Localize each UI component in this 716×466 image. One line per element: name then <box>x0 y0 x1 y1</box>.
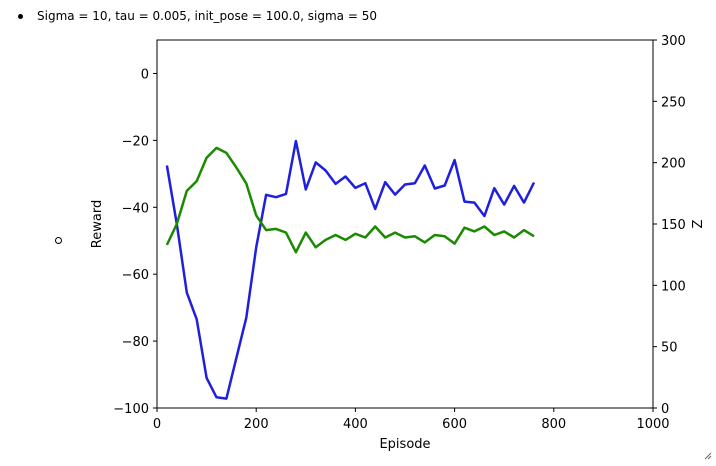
y2-tick-label: 250 <box>661 95 686 110</box>
y-tick-label: −40 <box>122 201 149 216</box>
series-line-1 <box>165 139 536 400</box>
y2-tick-label: 200 <box>661 157 686 172</box>
y2-tick-label: 300 <box>661 34 686 49</box>
circle-bullet-icon <box>55 237 62 244</box>
series-line-2 <box>165 146 535 254</box>
y-tick-label: −100 <box>113 402 149 417</box>
x-axis-label: Episode <box>379 437 430 452</box>
x-tick-label: 400 <box>343 417 368 432</box>
x-tick-label: 1000 <box>636 417 669 432</box>
x-tick-label: 800 <box>541 417 566 432</box>
y-axis-right: 0 50 100 150 200 250 300 <box>653 34 686 417</box>
x-tick-label: 0 <box>153 417 161 432</box>
parameter-label: Sigma = 10, tau = 0.005, init_pose = 100… <box>37 9 377 23</box>
resize-grip-icon[interactable] <box>704 452 712 460</box>
y-axis-left: 0 −20 −40 −60 −80 −100 <box>113 67 157 417</box>
y2-axis-label: Z <box>691 219 706 228</box>
x-axis: 0 200 400 600 800 1000 <box>153 408 670 432</box>
y2-tick-label: 150 <box>661 218 686 233</box>
x-tick-label: 200 <box>244 417 269 432</box>
legend-bullet-item: Sigma = 10, tau = 0.005, init_pose = 100… <box>18 6 377 26</box>
plot-series-group <box>165 139 536 400</box>
y-axis-label: Reward <box>90 200 105 248</box>
y2-tick-label: 100 <box>661 279 686 294</box>
bullet-dot-icon <box>18 13 23 19</box>
y2-tick-label: 50 <box>661 341 678 356</box>
y-tick-label: −60 <box>122 268 149 283</box>
y-tick-label: 0 <box>141 67 149 82</box>
x-tick-label: 600 <box>442 417 467 432</box>
plot-frame <box>156 39 654 409</box>
y-tick-label: −20 <box>122 134 149 149</box>
y-tick-label: −80 <box>122 335 149 350</box>
y2-tick-label: 0 <box>661 402 669 417</box>
